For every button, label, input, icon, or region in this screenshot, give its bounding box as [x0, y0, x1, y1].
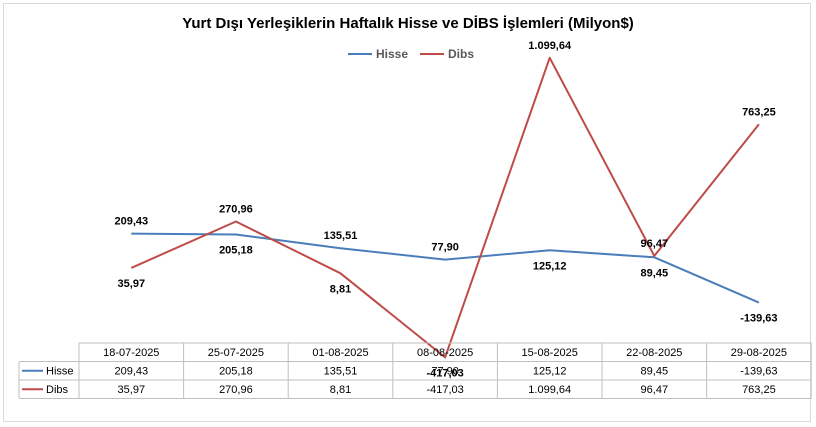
- chart-title: Yurt Dışı Yerleşiklerin Haftalık Hisse v…: [182, 15, 634, 32]
- table-row-label-hisse: Hisse: [46, 366, 74, 378]
- data-label-hisse: 89,45: [641, 267, 669, 279]
- series-line-dibs: [130, 56, 760, 359]
- table-header-cell: 01-08-2025: [312, 347, 368, 359]
- chart-frame: [3, 3, 811, 422]
- table-cell: 89,45: [641, 366, 669, 378]
- data-label-dibs: 270,96: [219, 203, 253, 215]
- table-cell: 96,47: [641, 384, 669, 396]
- table-row-label-dibs: Dibs: [46, 384, 69, 396]
- table-cell: 135,51: [324, 366, 358, 378]
- data-label-hisse: -139,63: [740, 313, 777, 325]
- data-label-hisse: 135,51: [324, 230, 358, 242]
- table-cell: 125,12: [533, 366, 567, 378]
- data-label-dibs: -417,03: [426, 367, 463, 379]
- data-label-dibs: 763,25: [742, 106, 776, 118]
- table-header-cell: 22-08-2025: [626, 347, 682, 359]
- table-header-cell: 18-07-2025: [103, 347, 159, 359]
- legend: Hisse Dibs: [348, 47, 474, 61]
- data-label-dibs: 8,81: [330, 283, 351, 295]
- table-cell: 35,97: [118, 384, 146, 396]
- data-label-dibs: 1.099,64: [528, 40, 572, 52]
- table-cell: 8,81: [330, 384, 351, 396]
- table-header-cell: 29-08-2025: [731, 347, 787, 359]
- table-header-cell: 25-07-2025: [208, 347, 264, 359]
- data-labels: 209,4335,97205,18270,96135,518,8177,90-4…: [114, 40, 777, 380]
- table-cell: 205,18: [219, 366, 253, 378]
- legend-label-hisse: Hisse: [376, 47, 408, 61]
- plot-area: [130, 56, 760, 359]
- data-label-hisse: 125,12: [533, 260, 567, 272]
- legend-label-dibs: Dibs: [448, 47, 474, 61]
- table-cell: 1.099,64: [528, 384, 571, 396]
- table-header-cell: 08-08-2025: [417, 347, 473, 359]
- table-cell: -417,03: [426, 384, 463, 396]
- data-label-hisse: 205,18: [219, 244, 253, 256]
- data-label-hisse: 77,90: [431, 242, 459, 254]
- data-label-dibs: 35,97: [118, 278, 146, 290]
- series-line-hisse: [131, 232, 760, 304]
- table-cell: 209,43: [114, 366, 148, 378]
- table-header-cell: 15-08-2025: [522, 347, 578, 359]
- table-cell: 270,96: [219, 384, 253, 396]
- table-cell: 77,90: [431, 366, 459, 378]
- data-label-dibs: 96,47: [641, 238, 669, 250]
- table-cell: -139,63: [740, 366, 777, 378]
- data-label-hisse: 209,43: [114, 216, 148, 228]
- data-table: 18-07-2025 25-07-2025 01-08-2025 08-08-2025…: [18, 342, 812, 399]
- table-cell: 763,25: [742, 384, 776, 396]
